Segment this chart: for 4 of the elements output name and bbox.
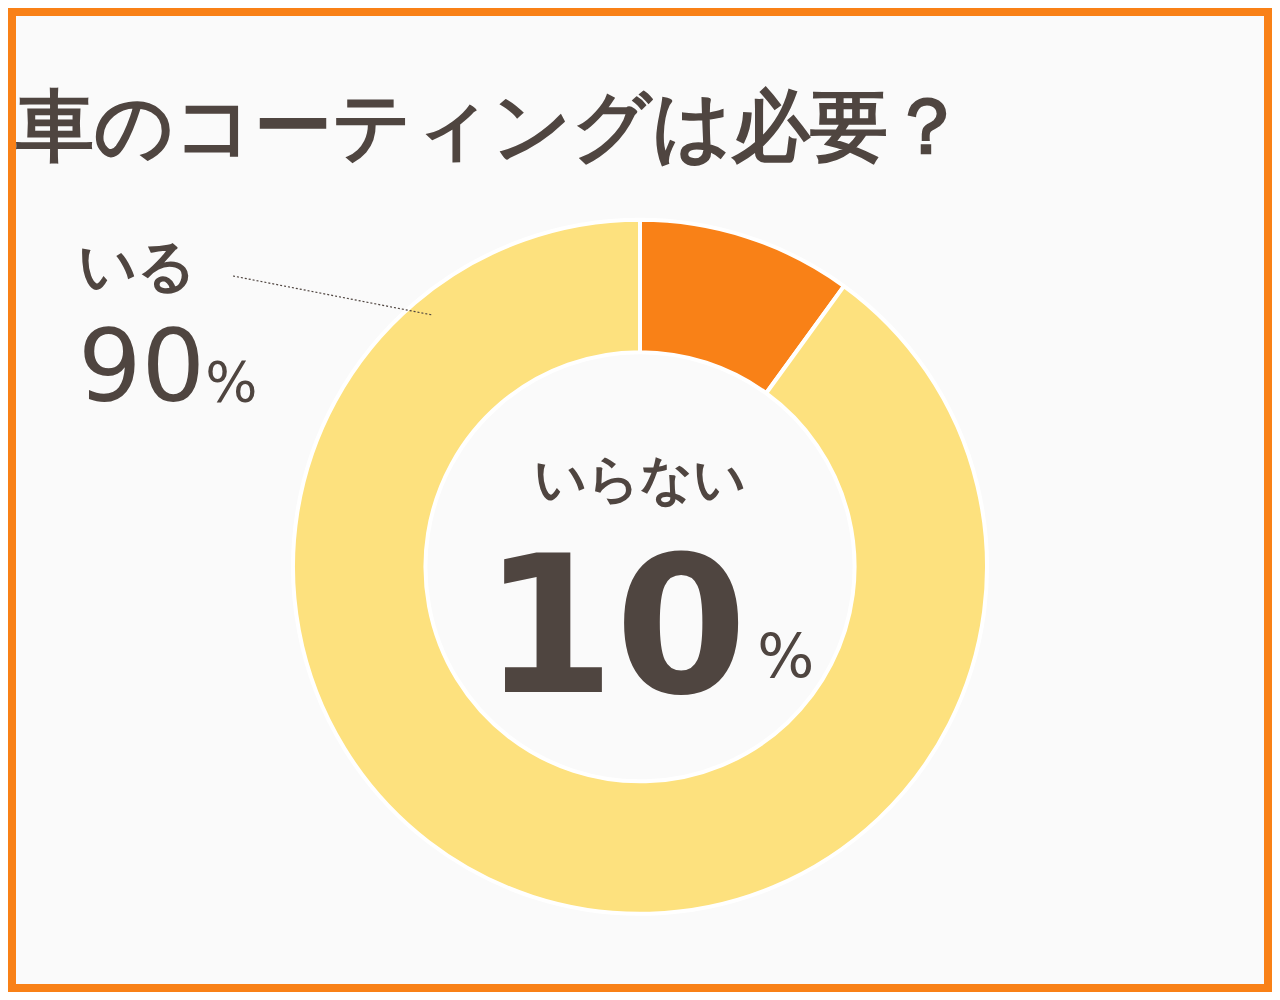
data-label: 10% (482, 515, 815, 737)
data-label: 90% (78, 308, 258, 425)
slice-label: いらない (534, 448, 746, 509)
slice-label: いる (78, 232, 196, 300)
